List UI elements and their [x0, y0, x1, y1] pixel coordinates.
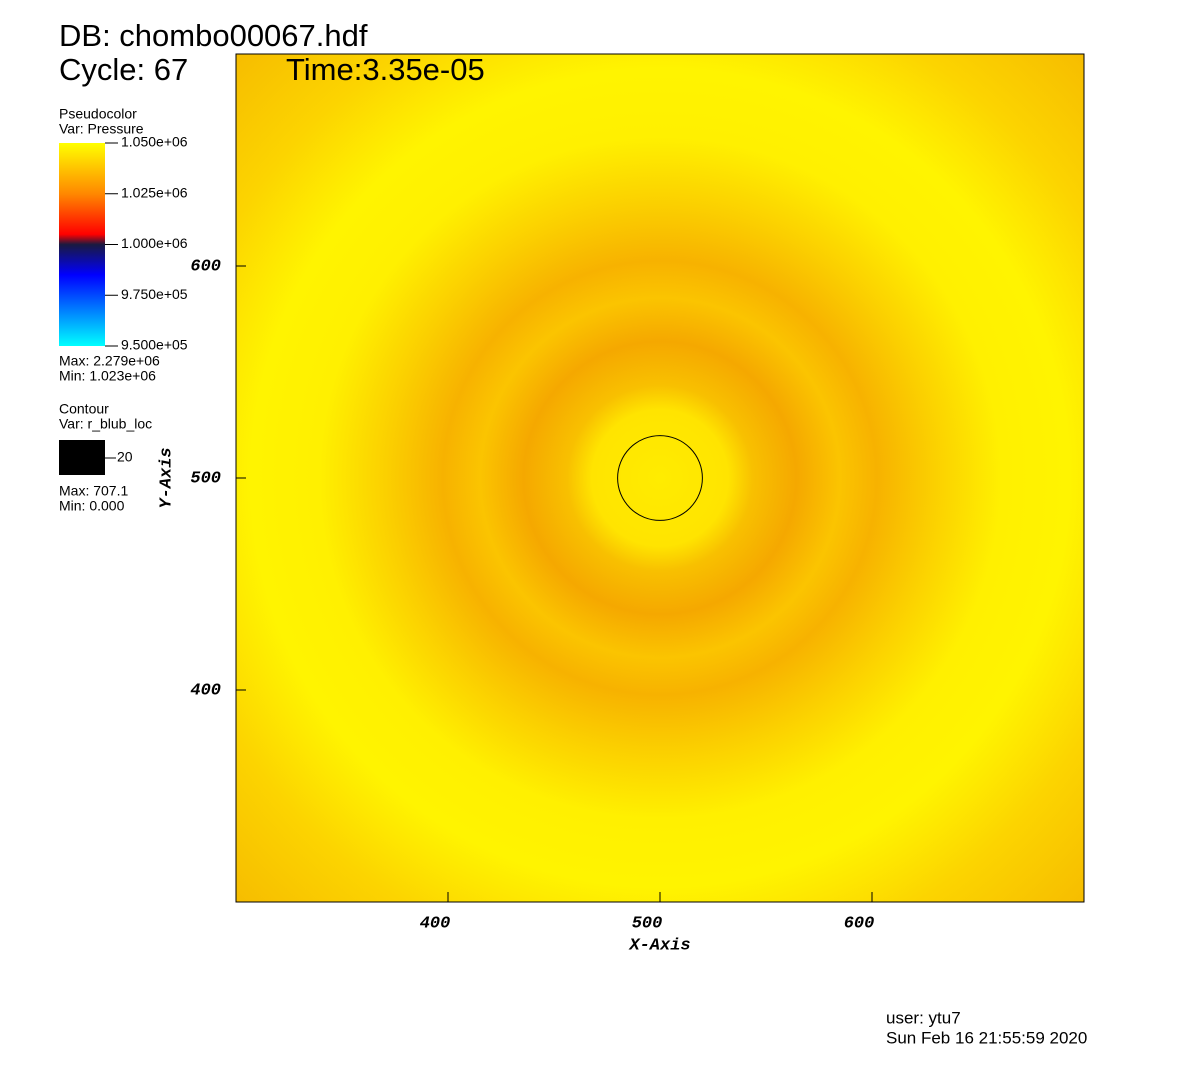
db-name: DB: chombo00067.hdf	[59, 18, 368, 53]
y-axis-label: Y-Axis	[157, 447, 176, 508]
contour-swatch	[59, 440, 105, 475]
y-tick-label: 400	[190, 681, 221, 700]
contour-legend-label: 20	[117, 449, 133, 465]
x-tick-label: 400	[420, 914, 451, 933]
colorbar-tick-label: 1.025e+06	[121, 184, 188, 200]
date: Sun Feb 16 21:55:59 2020	[886, 1028, 1087, 1047]
contour-title: Contour	[59, 401, 109, 417]
cycle: Cycle: 67	[59, 52, 188, 87]
legend-var: Var: Pressure	[59, 121, 144, 137]
x-tick-label: 500	[632, 914, 663, 933]
time: Time:3.35e-05	[286, 52, 485, 87]
x-tick-label: 600	[844, 914, 875, 933]
colorbar-tick-label: 9.750e+05	[121, 286, 188, 302]
legend-title: Pseudocolor	[59, 106, 137, 122]
colorbar-tick-label: 1.000e+06	[121, 235, 188, 251]
legend-min: Min: 1.023e+06	[59, 368, 156, 384]
colorbar-tick-label: 9.500e+05	[121, 337, 188, 353]
contour-var: Var: r_blub_loc	[59, 416, 152, 432]
pressure-field	[236, 54, 1084, 902]
x-axis-label: X-Axis	[628, 936, 690, 955]
y-tick-label: 600	[190, 257, 221, 276]
contour-line	[617, 435, 703, 521]
contour-min: Min: 0.000	[59, 498, 125, 514]
colorbar	[59, 143, 105, 346]
user: user: ytu7	[886, 1008, 961, 1027]
legend-max: Max: 2.279e+06	[59, 353, 160, 369]
contour-max: Max: 707.1	[59, 483, 128, 499]
y-tick-label: 500	[190, 469, 221, 488]
colorbar-tick-label: 1.050e+06	[121, 134, 188, 150]
